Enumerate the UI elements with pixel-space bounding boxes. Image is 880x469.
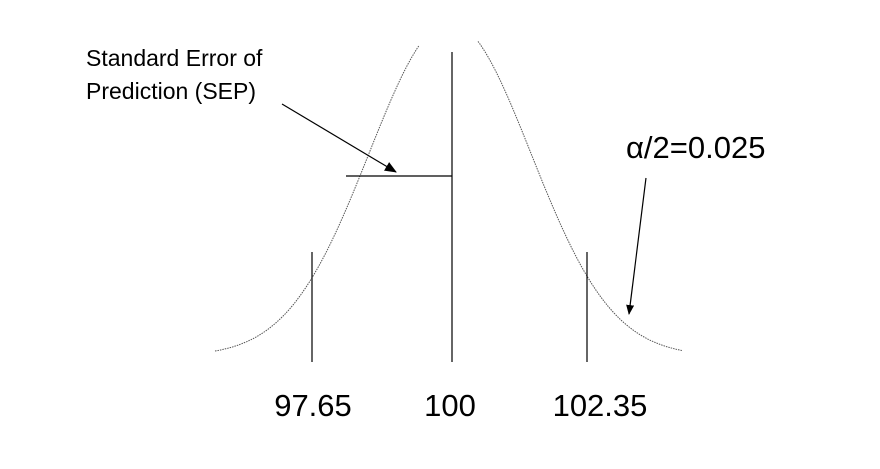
tick-label-center: 100 (424, 388, 476, 423)
alpha-annotation: α/2=0.025 (626, 130, 765, 165)
sep-arrow (281, 103, 397, 173)
bell-curve-left (214, 45, 420, 352)
alpha-arrow (626, 177, 647, 315)
bell-curve-right (477, 41, 683, 351)
tick-label-right: 102.35 (553, 388, 648, 423)
sep-annotation-line2: Prediction (SEP) (86, 78, 256, 104)
sep-annotation-line1: Standard Error of (86, 45, 263, 71)
tick-label-left: 97.65 (274, 388, 352, 423)
